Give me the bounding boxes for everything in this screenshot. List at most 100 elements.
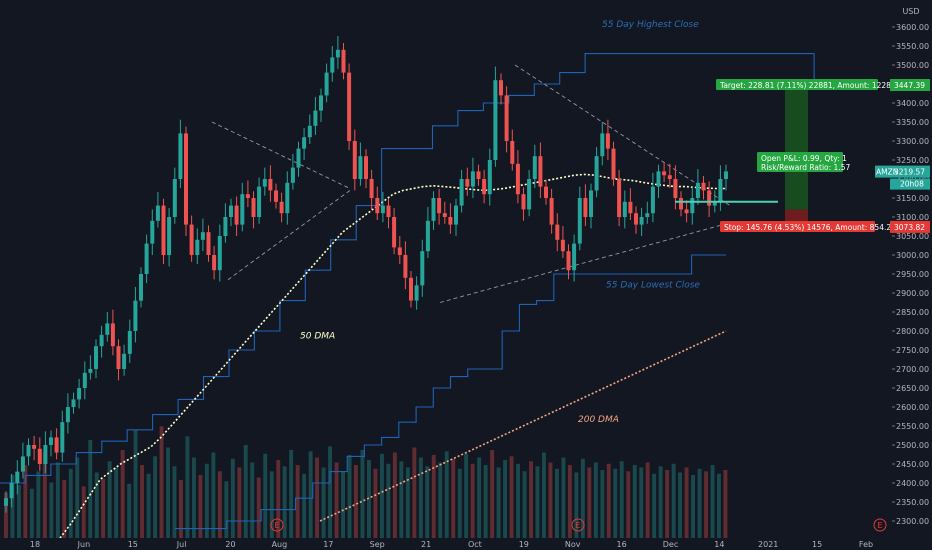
volume-bar xyxy=(444,451,449,541)
earnings-marker xyxy=(270,518,284,532)
time-tick-label: Jun xyxy=(77,540,91,549)
volume-bar xyxy=(697,468,702,541)
candle-body xyxy=(617,179,622,217)
candle-body xyxy=(335,49,340,58)
volume-bar xyxy=(81,486,86,541)
volume-bar xyxy=(114,467,119,540)
time-axis[interactable]: 18 Jun 15 Jul 20 Aug 17 Sep 21 Oct 19 Nov 16 Dec 14 202… xyxy=(0,538,892,550)
target-label-bg xyxy=(716,78,878,90)
price-tick-label: 3550.00 xyxy=(896,42,929,51)
volume-bar xyxy=(593,462,598,540)
candle-body xyxy=(60,422,65,453)
candle-body xyxy=(15,471,20,483)
candle-body xyxy=(262,179,267,187)
volume-bar xyxy=(10,475,15,540)
time-tick-label: 17 xyxy=(323,540,333,549)
candle-body xyxy=(493,80,498,160)
price-axis[interactable]: USD 2300.00 2350.00 2400.00 2450.00 2500.00 25… xyxy=(875,0,932,550)
candle-body xyxy=(583,198,588,217)
candle-body xyxy=(515,163,520,195)
earnings-letter: E xyxy=(274,521,279,530)
candle-body xyxy=(448,217,453,225)
candle-body xyxy=(724,171,728,179)
volume-bar xyxy=(94,472,99,540)
candle-body xyxy=(409,277,413,301)
volume-bar xyxy=(399,461,404,541)
time-tick-label: 14 xyxy=(714,540,724,549)
time-tick-label: Sep xyxy=(370,540,385,549)
volume-bar xyxy=(606,463,611,541)
candle-body xyxy=(290,167,295,183)
volume-bar xyxy=(75,457,80,540)
price-tag-label: 3073.82 xyxy=(894,223,925,232)
candle-body xyxy=(223,217,228,236)
price-tick-label: 2700.00 xyxy=(896,365,929,374)
volume-bar xyxy=(380,453,384,541)
volume-bar xyxy=(302,473,307,541)
price-tag-bg xyxy=(890,220,930,233)
candle-body xyxy=(9,483,14,499)
lowest-annotation: 55 Day Lowest Close xyxy=(606,280,700,290)
candle-body xyxy=(43,445,48,464)
price-tick-label: 3400.00 xyxy=(896,99,929,108)
volume-bar xyxy=(146,473,151,541)
candle-body xyxy=(414,285,419,301)
symbol-tag-label: AMZN xyxy=(876,168,898,177)
time-axis-bg xyxy=(0,538,892,550)
time-tick-label: 2021 xyxy=(758,540,778,549)
volume-bar xyxy=(55,462,60,540)
candle-body xyxy=(54,437,59,453)
volume-bar xyxy=(561,457,566,540)
candle-body xyxy=(364,156,368,179)
volume-bar xyxy=(120,450,125,540)
volume-bar xyxy=(198,475,203,540)
candle-body xyxy=(245,194,250,198)
candle-body xyxy=(375,198,380,214)
position-tool[interactable]: Target: 228.81 (7.11%) 22881, Amount: 12… xyxy=(675,78,903,232)
volume-bar xyxy=(678,472,682,540)
target-label-text: Target: 228.81 (7.11%) 22881, Amount: 12… xyxy=(719,81,903,90)
volume-bar xyxy=(211,452,216,540)
price-tick-label: 3050.00 xyxy=(896,232,929,241)
price-tick-label: 2500.00 xyxy=(896,441,929,450)
candle-body xyxy=(600,133,605,157)
candle-body xyxy=(195,239,200,255)
candle-body xyxy=(679,198,683,210)
volume-bar xyxy=(671,463,676,541)
candle-body xyxy=(695,182,700,198)
candle-body xyxy=(20,456,25,472)
candle-body xyxy=(482,179,487,195)
time-tick-label: Jul xyxy=(176,540,187,549)
volume-bar xyxy=(438,462,443,540)
volume-bar xyxy=(243,445,248,540)
candle-body xyxy=(605,133,610,149)
volume-bar xyxy=(600,470,605,540)
candlesticks xyxy=(4,36,728,513)
volume-bar xyxy=(626,471,631,541)
volume-bar xyxy=(542,452,546,540)
volume-bar xyxy=(217,471,222,541)
candle-body xyxy=(650,186,655,214)
candle-body xyxy=(268,179,273,191)
volume-bar xyxy=(341,471,345,541)
ma50-line xyxy=(59,173,726,539)
price-tag-bg xyxy=(890,165,930,178)
candle-body xyxy=(319,95,323,111)
candle-body xyxy=(105,323,110,335)
volume-bar xyxy=(4,492,8,540)
time-tick-label: 18 xyxy=(30,540,40,549)
candle-body xyxy=(572,243,577,271)
volume-bar xyxy=(405,467,410,540)
volume-bar xyxy=(691,475,695,540)
volume-bar xyxy=(490,450,495,540)
price-tick-label: 3150.00 xyxy=(896,194,929,203)
price-tick-label: 2900.00 xyxy=(896,289,929,298)
volume-bar xyxy=(451,458,456,541)
volume-bar xyxy=(250,462,255,540)
volume-bar xyxy=(684,467,689,540)
volume-bar xyxy=(574,472,579,540)
volume-bar xyxy=(17,485,21,540)
candle-body xyxy=(392,217,397,248)
price-tag-sub-bg xyxy=(890,178,930,190)
